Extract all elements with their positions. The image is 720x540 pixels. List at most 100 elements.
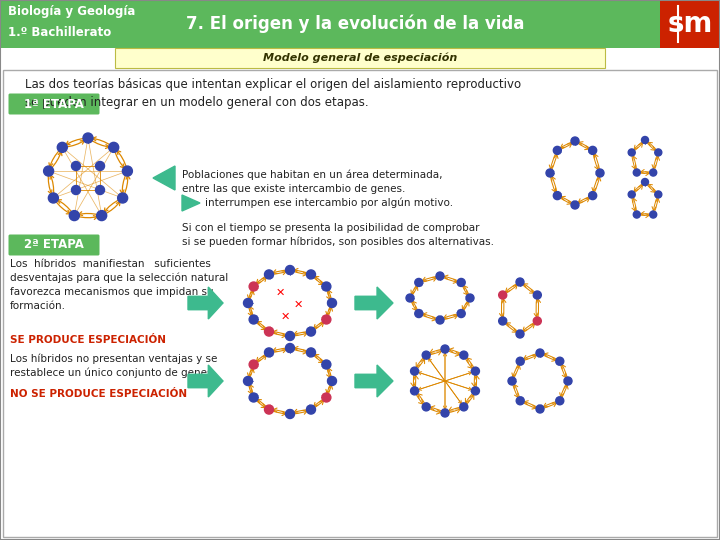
Circle shape — [571, 201, 579, 209]
Circle shape — [44, 166, 53, 176]
Circle shape — [415, 309, 423, 318]
Circle shape — [264, 405, 274, 414]
Circle shape — [109, 143, 119, 152]
Circle shape — [286, 343, 294, 353]
Circle shape — [554, 146, 562, 154]
Circle shape — [642, 137, 649, 144]
Text: Biología y Geología: Biología y Geología — [8, 5, 135, 18]
Circle shape — [536, 405, 544, 413]
Circle shape — [436, 316, 444, 324]
Circle shape — [328, 299, 336, 307]
Circle shape — [436, 272, 444, 280]
Circle shape — [457, 309, 465, 318]
Circle shape — [564, 377, 572, 385]
Text: Las dos teorías básicas que intentan explicar el origen del aislamiento reproduc: Las dos teorías básicas que intentan exp… — [25, 78, 521, 109]
Circle shape — [589, 192, 597, 200]
Circle shape — [69, 211, 79, 220]
Text: interrumpen ese intercambio por algún motivo.: interrumpen ese intercambio por algún mo… — [205, 198, 453, 208]
Circle shape — [307, 270, 315, 279]
Circle shape — [422, 351, 430, 359]
Circle shape — [96, 186, 104, 194]
Polygon shape — [188, 287, 223, 319]
Circle shape — [649, 169, 657, 176]
Bar — [660, 0, 720, 48]
Circle shape — [71, 161, 81, 171]
Text: ✕: ✕ — [280, 312, 289, 322]
Circle shape — [96, 211, 107, 220]
Circle shape — [58, 143, 67, 152]
Circle shape — [536, 349, 544, 357]
Text: 1ª ETAPA: 1ª ETAPA — [24, 98, 84, 111]
Circle shape — [589, 146, 597, 154]
Circle shape — [96, 161, 104, 171]
Circle shape — [596, 169, 604, 177]
Bar — [0, 0, 720, 48]
Text: ✕: ✕ — [293, 300, 302, 310]
Circle shape — [286, 409, 294, 418]
Text: sm: sm — [667, 10, 713, 38]
FancyBboxPatch shape — [9, 234, 99, 255]
Circle shape — [243, 299, 253, 307]
Circle shape — [472, 387, 480, 395]
Circle shape — [654, 149, 662, 156]
Circle shape — [628, 191, 635, 198]
Text: NO SE PRODUCE ESPECIACIÓN: NO SE PRODUCE ESPECIACIÓN — [10, 389, 187, 399]
Circle shape — [441, 409, 449, 417]
Polygon shape — [355, 365, 393, 397]
Circle shape — [460, 351, 468, 359]
Circle shape — [546, 169, 554, 177]
Circle shape — [249, 360, 258, 369]
Circle shape — [264, 348, 274, 357]
Circle shape — [628, 149, 635, 156]
Text: Modelo general de especiación: Modelo general de especiación — [263, 53, 457, 63]
Polygon shape — [188, 365, 223, 397]
Circle shape — [556, 357, 564, 365]
Bar — [3, 70, 717, 537]
Circle shape — [554, 192, 562, 200]
Circle shape — [83, 133, 93, 143]
Circle shape — [499, 291, 507, 299]
Circle shape — [322, 393, 331, 402]
Circle shape — [322, 360, 331, 369]
Circle shape — [410, 367, 418, 375]
Text: ✕: ✕ — [275, 288, 284, 298]
Circle shape — [472, 367, 480, 375]
Circle shape — [264, 327, 274, 336]
Circle shape — [649, 211, 657, 218]
Circle shape — [516, 357, 524, 365]
Text: Si con el tiempo se presenta la posibilidad de comprobar
si se pueden formar híb: Si con el tiempo se presenta la posibili… — [182, 223, 494, 247]
Circle shape — [642, 179, 649, 186]
Text: Los  híbridos  manifiestan   suficientes
desventajas para que la selección natur: Los híbridos manifiestan suficientes des… — [10, 259, 228, 310]
Circle shape — [534, 317, 541, 325]
Circle shape — [307, 405, 315, 414]
Circle shape — [117, 193, 127, 203]
Circle shape — [516, 278, 524, 286]
Text: 2ª ETAPA: 2ª ETAPA — [24, 239, 84, 252]
Circle shape — [508, 377, 516, 385]
Circle shape — [634, 169, 640, 176]
Text: Poblaciones que habitan en un área determinada,
entre las que existe intercambio: Poblaciones que habitan en un área deter… — [182, 170, 443, 194]
Bar — [115, 48, 605, 68]
Text: 7. El origen y la evolución de la vida: 7. El origen y la evolución de la vida — [186, 15, 524, 33]
Circle shape — [322, 315, 331, 324]
Circle shape — [410, 387, 418, 395]
Circle shape — [654, 191, 662, 198]
Circle shape — [307, 348, 315, 357]
Circle shape — [286, 266, 294, 274]
Text: Los híbridos no presentan ventajas y se
restablece un único conjunto de genes.: Los híbridos no presentan ventajas y se … — [10, 353, 217, 378]
Circle shape — [406, 294, 414, 302]
Circle shape — [634, 211, 640, 218]
Circle shape — [243, 376, 253, 386]
Circle shape — [516, 330, 524, 338]
Circle shape — [249, 315, 258, 324]
Circle shape — [415, 279, 423, 286]
Circle shape — [571, 137, 579, 145]
Circle shape — [249, 282, 258, 291]
Circle shape — [422, 403, 430, 411]
Circle shape — [286, 332, 294, 341]
Circle shape — [466, 294, 474, 302]
Circle shape — [122, 166, 132, 176]
Circle shape — [556, 397, 564, 405]
Circle shape — [71, 186, 81, 194]
Circle shape — [264, 270, 274, 279]
